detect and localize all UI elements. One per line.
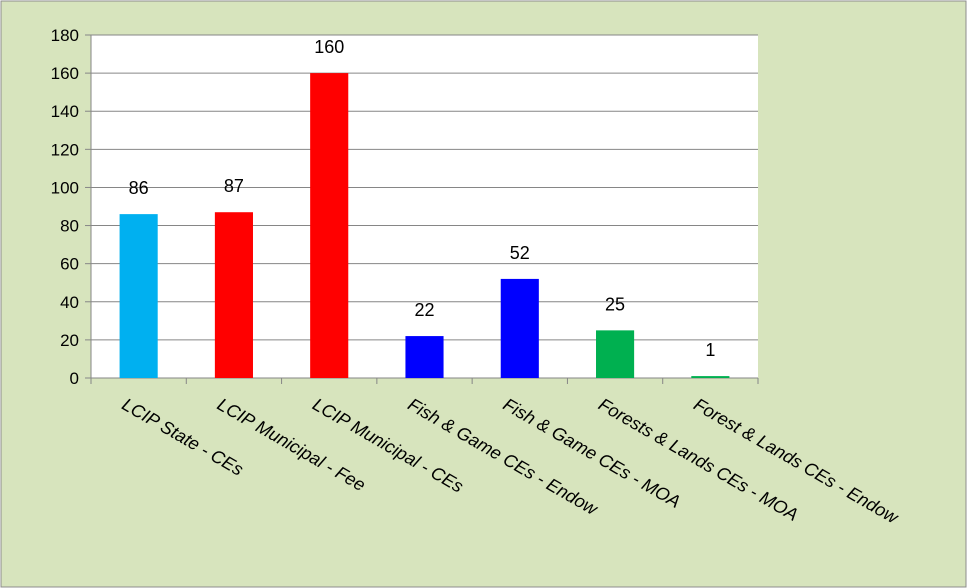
bar xyxy=(214,212,253,378)
y-tick-label: 20 xyxy=(60,331,79,350)
bars xyxy=(119,73,730,378)
bar xyxy=(310,73,349,378)
data-label: 25 xyxy=(605,294,625,314)
y-axis-tick-labels: 0 20 40 60 80 100 120 140 160 180 xyxy=(51,26,79,388)
data-label: 86 xyxy=(129,178,149,198)
y-tick-label: 160 xyxy=(51,64,79,83)
data-label: 1 xyxy=(705,340,715,360)
y-tick-label: 40 xyxy=(60,293,79,312)
y-tick-label: 180 xyxy=(51,26,79,45)
bar xyxy=(119,214,158,378)
data-label: 22 xyxy=(414,300,434,320)
y-tick-label: 60 xyxy=(60,255,79,274)
bar xyxy=(500,278,539,378)
data-label: 160 xyxy=(314,37,344,57)
y-tick-label: 120 xyxy=(51,140,79,159)
y-tick-label: 80 xyxy=(60,217,79,236)
bar xyxy=(596,330,635,378)
data-label: 87 xyxy=(224,176,244,196)
y-tick-label: 100 xyxy=(51,178,79,197)
y-tick-label: 0 xyxy=(70,369,79,388)
y-tick-label: 140 xyxy=(51,102,79,121)
bar xyxy=(405,336,444,378)
plot-area xyxy=(91,35,758,378)
bar xyxy=(691,376,730,378)
data-label: 52 xyxy=(510,243,530,263)
data-labels: 86 87 160 22 52 25 1 xyxy=(129,37,716,360)
